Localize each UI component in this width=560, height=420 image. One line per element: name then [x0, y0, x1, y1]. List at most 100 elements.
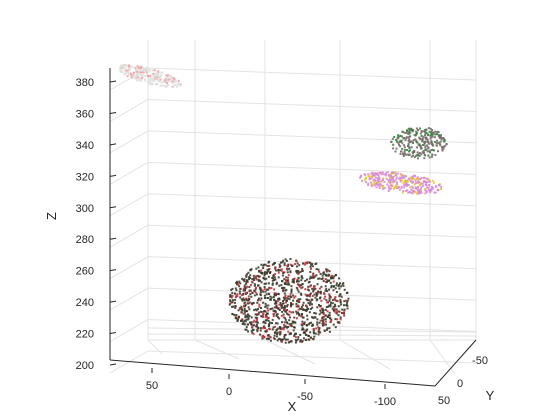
data-point [284, 301, 287, 304]
data-point [334, 287, 337, 290]
data-point [235, 314, 238, 316]
data-point [267, 309, 270, 312]
data-point [373, 182, 376, 185]
data-point [328, 317, 331, 320]
data-point [435, 142, 438, 145]
data-point [138, 70, 141, 73]
data-point [261, 337, 264, 340]
data-point [335, 299, 338, 302]
data-point [276, 293, 279, 295]
data-point [397, 172, 400, 175]
data-point [297, 273, 300, 276]
data-point [297, 280, 300, 283]
data-point [271, 307, 274, 310]
gridline-floor [147, 339, 163, 355]
data-point [414, 191, 417, 193]
data-point [291, 264, 293, 267]
data-point [256, 330, 259, 333]
data-point [152, 77, 155, 80]
data-point [307, 307, 310, 310]
data-point [363, 179, 366, 182]
data-point [295, 305, 298, 308]
data-point [249, 269, 252, 272]
data-point [259, 327, 262, 330]
data-point [420, 135, 423, 137]
data-point [422, 151, 425, 154]
data-point [328, 294, 331, 297]
data-point [315, 268, 318, 271]
data-point [332, 285, 335, 288]
data-point [284, 309, 287, 312]
data-point [280, 268, 283, 271]
data-point [301, 286, 304, 289]
data-point [283, 264, 286, 267]
data-point [265, 329, 268, 332]
data-point [277, 269, 280, 272]
data-point [309, 302, 312, 305]
data-point [267, 325, 270, 327]
data-point [245, 318, 248, 321]
data-point [424, 137, 427, 139]
data-point [425, 128, 428, 131]
data-point [331, 307, 334, 310]
data-point [334, 311, 337, 314]
data-point [247, 316, 250, 319]
data-point [427, 189, 430, 192]
data-point [389, 180, 392, 183]
data-point [297, 290, 300, 293]
data-point [410, 188, 413, 191]
data-point [288, 313, 291, 316]
data-point [263, 263, 266, 266]
data-point [243, 278, 246, 281]
z-tick-mark [109, 174, 117, 177]
data-point [412, 154, 415, 157]
data-point [297, 300, 300, 303]
x-tick-label: 50 [146, 380, 158, 392]
data-point [429, 191, 432, 194]
data-point [326, 279, 329, 282]
data-point [403, 186, 406, 189]
data-point [171, 80, 174, 83]
data-point [313, 287, 316, 290]
data-point [262, 290, 265, 293]
data-point [297, 304, 300, 307]
data-point [395, 178, 398, 181]
data-point [335, 312, 338, 315]
data-point [301, 268, 304, 270]
data-point [321, 277, 324, 280]
data-point [430, 133, 433, 136]
data-point [343, 314, 346, 317]
data-point [302, 316, 305, 319]
data-point [334, 318, 337, 321]
data-point [305, 308, 308, 311]
data-point [315, 299, 318, 302]
data-point [385, 172, 387, 175]
data-point [338, 295, 341, 298]
data-point [130, 65, 133, 68]
data-point [437, 189, 440, 192]
data-point [264, 272, 267, 275]
data-point [267, 319, 270, 322]
data-point [229, 295, 232, 298]
data-point [406, 180, 409, 183]
data-point [427, 141, 430, 144]
data-point [431, 135, 434, 138]
data-point [371, 172, 374, 175]
gridline-floor [429, 339, 456, 375]
data-point [370, 172, 373, 175]
data-point [399, 140, 402, 143]
data-point [414, 174, 417, 177]
data-point [297, 338, 300, 341]
data-point [395, 147, 398, 150]
data-point [307, 323, 310, 326]
data-point [248, 290, 251, 293]
data-point [282, 296, 285, 299]
data-point [255, 325, 258, 328]
data-point [373, 180, 376, 183]
data-point [315, 294, 318, 297]
data-point [387, 179, 390, 181]
data-point [330, 320, 333, 323]
data-point [310, 321, 313, 324]
y-tick-label: 50 [438, 395, 450, 407]
data-point [306, 314, 309, 317]
